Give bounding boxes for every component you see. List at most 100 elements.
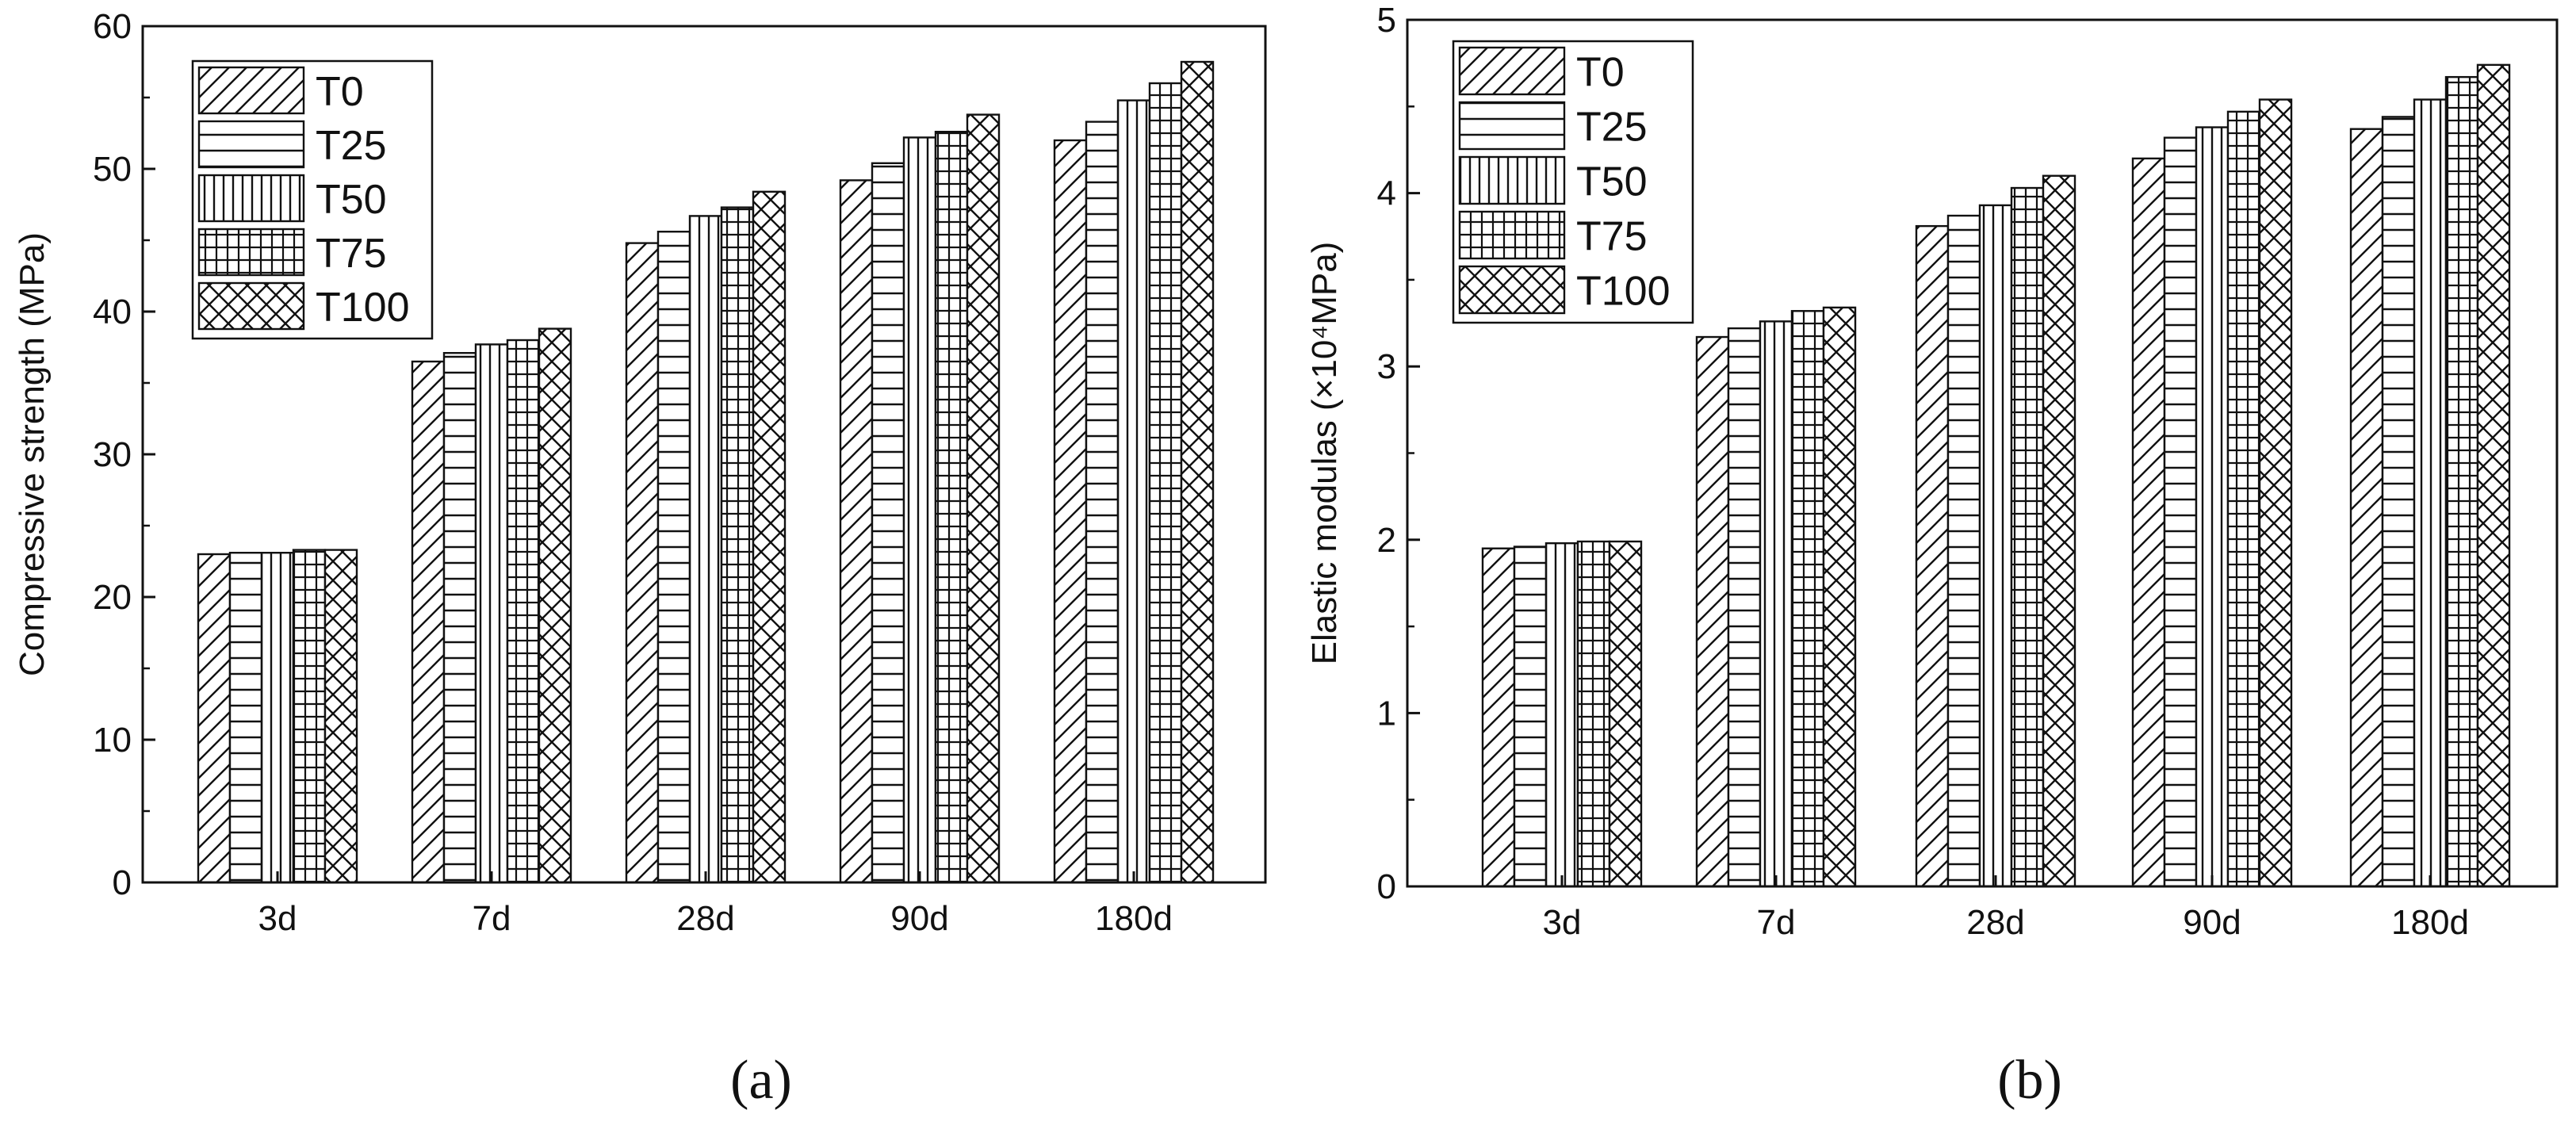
bar-t100-3d bbox=[1608, 540, 1643, 888]
x-tick-label-7d: 7d bbox=[1757, 903, 1796, 942]
y-tick-label: 60 bbox=[93, 7, 132, 46]
legend-swatch-t75 bbox=[197, 228, 305, 277]
legend-label-t25: T25 bbox=[1576, 105, 1648, 151]
x-tick-label-180d: 180d bbox=[1095, 899, 1173, 938]
y-tick-label: 40 bbox=[93, 293, 132, 331]
legend-label-t100: T100 bbox=[316, 285, 410, 331]
bar-t100-180d bbox=[2476, 63, 2511, 888]
legend-label-t100: T100 bbox=[1576, 269, 1671, 315]
x-tick-label-3d: 3d bbox=[1543, 903, 1582, 942]
bar-t75-7d bbox=[506, 339, 541, 884]
bar-t25-3d bbox=[228, 552, 263, 884]
legend-label-t0: T0 bbox=[316, 69, 364, 115]
bar-t25-180d bbox=[1085, 121, 1120, 884]
bar-t100-90d bbox=[966, 113, 1001, 884]
y-axis-title: Elastic modulas (×10⁴MPa) bbox=[1305, 242, 1344, 665]
y-tick-label: 3 bbox=[1377, 347, 1396, 386]
y-tick-label: 50 bbox=[93, 150, 132, 189]
y-tick-label: 0 bbox=[1377, 867, 1396, 906]
bar-t0-90d bbox=[2131, 157, 2166, 888]
bar-t50-7d bbox=[474, 343, 509, 884]
bar-t50-7d bbox=[1759, 320, 1793, 888]
legend-label-t75: T75 bbox=[316, 231, 387, 277]
legend-label-t0: T0 bbox=[1576, 50, 1625, 96]
bar-t50-28d bbox=[1978, 204, 2013, 888]
legend-swatch-t75 bbox=[1458, 210, 1566, 260]
bar-t25-180d bbox=[2381, 116, 2416, 888]
y-tick-label: 0 bbox=[113, 863, 132, 902]
x-tick-label-7d: 7d bbox=[473, 899, 511, 938]
legend-swatch-t100 bbox=[1458, 265, 1566, 315]
legend-label-t25: T25 bbox=[316, 123, 387, 169]
panel-label-b: (b) bbox=[1997, 1050, 2062, 1111]
bar-t0-180d bbox=[2349, 128, 2384, 888]
bar-t50-3d bbox=[1544, 542, 1579, 888]
bar-t0-180d bbox=[1053, 139, 1088, 884]
compressive-strength-chart: 0 10 20 30 40 50 60 3d 7d 28d 90d 180d Compressive s… bbox=[13, 7, 1267, 938]
x-tick-label-3d: 3d bbox=[258, 899, 297, 938]
bar-t0-3d bbox=[1481, 547, 1516, 888]
bar-t100-28d bbox=[752, 190, 787, 884]
y-tick-label: 20 bbox=[93, 578, 132, 617]
legend-swatch-t25 bbox=[1458, 101, 1566, 151]
legend-swatch-t50 bbox=[197, 174, 305, 223]
bar-t75-7d bbox=[1790, 310, 1825, 888]
elastic-modulus-chart: 0 1 2 3 4 5 3d 7d 28d 90d 180d Elastic modulas (×10… bbox=[1305, 1, 2559, 942]
bar-t25-7d bbox=[1727, 327, 1762, 888]
bar-t75-180d bbox=[1148, 82, 1183, 884]
bar-t25-3d bbox=[1513, 545, 1548, 888]
bar-t25-7d bbox=[442, 352, 477, 884]
x-tick-label-180d: 180d bbox=[2391, 903, 2469, 942]
panel-label-a: (a) bbox=[730, 1050, 792, 1111]
y-tick-label: 30 bbox=[93, 435, 132, 474]
y-tick-label: 2 bbox=[1377, 521, 1396, 560]
bar-t100-28d bbox=[2042, 174, 2076, 888]
y-axis-title: Compressive strength (MPa) bbox=[13, 232, 52, 676]
bar-t50-28d bbox=[688, 215, 723, 884]
x-tick-label-28d: 28d bbox=[676, 899, 734, 938]
bar-t75-28d bbox=[720, 206, 755, 884]
bar-t0-7d bbox=[1695, 335, 1730, 888]
legend-swatch-t25 bbox=[197, 120, 305, 169]
legend-swatch-t50 bbox=[1458, 155, 1566, 205]
bar-t0-28d bbox=[625, 242, 660, 884]
bar-t100-90d bbox=[2258, 98, 2293, 888]
x-tick-label-28d: 28d bbox=[1966, 903, 2024, 942]
bar-t50-90d bbox=[902, 136, 937, 884]
bar-t100-7d bbox=[538, 327, 572, 884]
bar-t25-90d bbox=[2163, 136, 2198, 888]
bar-t75-90d bbox=[934, 130, 969, 884]
bar-t50-180d bbox=[2413, 98, 2448, 888]
bar-t75-180d bbox=[2444, 75, 2479, 888]
bar-t100-180d bbox=[1180, 60, 1215, 884]
bar-t0-90d bbox=[839, 179, 874, 884]
bar-t25-28d bbox=[656, 231, 691, 884]
x-tick-label-90d: 90d bbox=[2183, 903, 2241, 942]
legend-swatch-t0 bbox=[1458, 46, 1566, 96]
y-tick-label: 4 bbox=[1377, 174, 1396, 213]
legend-label-t75: T75 bbox=[1576, 214, 1648, 260]
bar-t100-7d bbox=[1822, 306, 1857, 888]
legend-swatch-t100 bbox=[197, 281, 305, 331]
bar-t0-28d bbox=[1915, 224, 1950, 888]
bar-t75-3d bbox=[292, 549, 327, 884]
bar-t25-90d bbox=[871, 162, 905, 884]
bar-t25-28d bbox=[1946, 214, 1981, 888]
legend-swatch-t0 bbox=[197, 66, 305, 115]
bar-t75-28d bbox=[2010, 186, 2045, 888]
y-tick-label: 10 bbox=[93, 721, 132, 760]
x-tick-label-90d: 90d bbox=[890, 899, 948, 938]
y-tick-label: 1 bbox=[1377, 694, 1396, 733]
bar-t0-7d bbox=[411, 360, 446, 884]
bar-t0-3d bbox=[197, 553, 232, 884]
bar-t75-3d bbox=[1576, 540, 1611, 888]
bar-t75-90d bbox=[2226, 110, 2261, 888]
bar-t50-180d bbox=[1116, 99, 1151, 884]
bar-t100-3d bbox=[323, 549, 358, 884]
bar-t50-90d bbox=[2195, 126, 2230, 888]
y-tick-label: 5 bbox=[1377, 1, 1396, 40]
bar-t50-3d bbox=[260, 552, 295, 884]
legend-label-t50: T50 bbox=[316, 177, 387, 223]
legend-label-t50: T50 bbox=[1576, 159, 1648, 205]
